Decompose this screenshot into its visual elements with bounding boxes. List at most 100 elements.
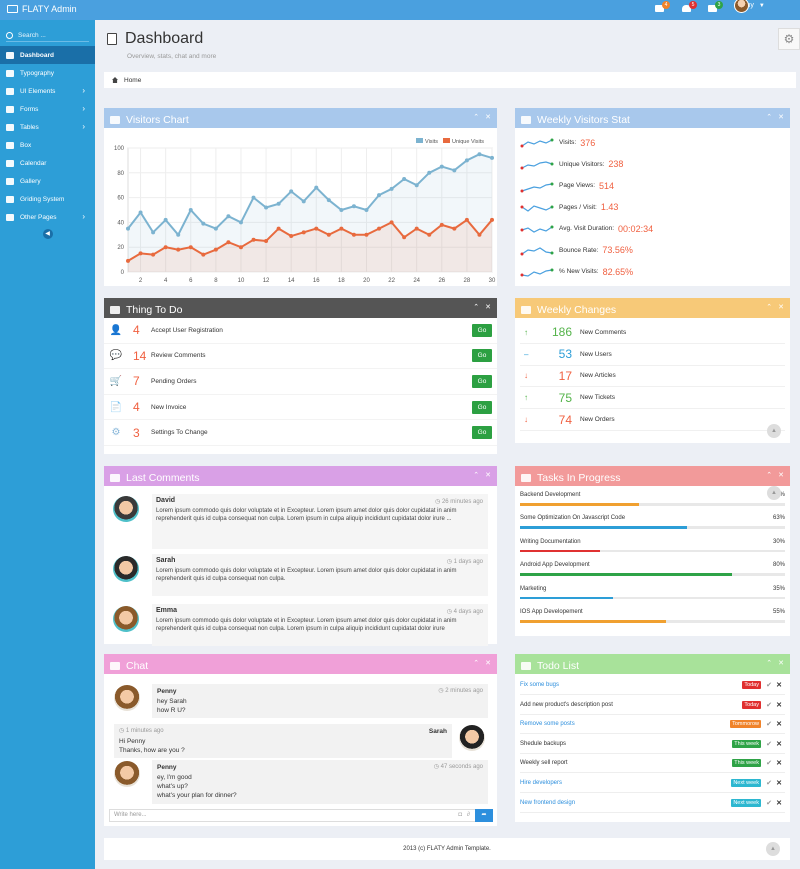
data-point[interactable] <box>364 232 369 237</box>
check-icon[interactable]: ✔ <box>766 721 772 729</box>
check-icon[interactable]: ✔ <box>766 682 772 689</box>
data-point[interactable] <box>276 201 281 206</box>
data-point[interactable] <box>351 204 356 209</box>
brand[interactable]: FLATY Admin <box>7 4 77 14</box>
settings-gear-button[interactable]: ⚙ <box>778 28 800 50</box>
data-point[interactable] <box>402 177 407 181</box>
data-point[interactable] <box>377 226 382 231</box>
close-icon[interactable]: ✕ <box>778 304 784 311</box>
todo-text[interactable]: Hire developers <box>520 780 563 786</box>
data-point[interactable] <box>264 205 269 210</box>
close-icon[interactable]: ✕ <box>778 472 784 479</box>
collapse-icon[interactable]: ⌃ <box>473 660 480 667</box>
go-button[interactable]: Go <box>472 374 492 388</box>
sidebar-item-forms[interactable]: Forms › <box>0 100 95 118</box>
close-icon[interactable]: ✕ <box>778 114 784 121</box>
data-point[interactable] <box>126 226 130 231</box>
camera-icon[interactable]: ◘ <box>458 812 462 818</box>
alerts-notification[interactable]: 5 <box>682 1 699 12</box>
data-point[interactable] <box>389 220 394 225</box>
data-point[interactable] <box>364 208 369 212</box>
collapse-icon[interactable]: ⌃ <box>473 114 480 121</box>
delete-icon[interactable]: ✕ <box>776 682 782 689</box>
data-point[interactable] <box>326 198 331 203</box>
data-point[interactable] <box>289 234 294 239</box>
inbox-notification[interactable]: 3 <box>708 1 725 12</box>
todo-text[interactable]: Remove some posts <box>520 721 575 728</box>
data-point[interactable] <box>163 217 168 222</box>
data-point[interactable] <box>213 247 218 252</box>
sidebar-item-gallery[interactable]: Gallery <box>0 172 95 190</box>
comment-author[interactable]: Sarah <box>156 557 176 564</box>
data-point[interactable] <box>138 210 143 215</box>
data-point[interactable] <box>276 226 281 231</box>
data-point[interactable] <box>490 217 494 222</box>
sidebar-item-tables[interactable]: Tables › <box>0 118 95 136</box>
breadcrumb-home[interactable]: Home <box>124 76 142 84</box>
data-point[interactable] <box>201 252 206 257</box>
data-point[interactable] <box>301 199 306 204</box>
sidebar-item-ui-elements[interactable]: UI Elements › <box>0 82 95 100</box>
sidebar-item-dashboard[interactable]: Dashboard <box>0 46 95 64</box>
data-point[interactable] <box>351 232 356 237</box>
data-point[interactable] <box>439 222 444 227</box>
delete-icon[interactable]: ✕ <box>776 780 782 787</box>
data-point[interactable] <box>188 208 193 212</box>
data-point[interactable] <box>226 240 231 245</box>
data-point[interactable] <box>213 226 218 231</box>
go-button[interactable]: Go <box>472 426 492 440</box>
check-icon[interactable]: ✔ <box>766 760 772 768</box>
data-point[interactable] <box>264 239 269 243</box>
data-point[interactable] <box>251 237 256 242</box>
sidebar-item-other-pages[interactable]: Other Pages › <box>0 208 95 226</box>
data-point[interactable] <box>477 232 482 237</box>
data-point[interactable] <box>138 251 143 256</box>
collapse-icon[interactable]: ⌃ <box>473 304 480 311</box>
go-button[interactable]: Go <box>472 349 492 363</box>
paperclip-icon[interactable]: ∂ <box>467 812 470 818</box>
send-button[interactable]: ➦ <box>475 809 493 822</box>
data-point[interactable] <box>339 226 344 231</box>
data-point[interactable] <box>464 217 469 222</box>
collapse-sidebar-button[interactable]: ◀ <box>42 229 53 239</box>
data-point[interactable] <box>452 226 457 231</box>
data-point[interactable] <box>452 168 457 173</box>
sidebar-item-griding-system[interactable]: Griding System <box>0 190 95 208</box>
data-point[interactable] <box>339 208 344 212</box>
check-icon[interactable]: ✔ <box>766 799 772 807</box>
data-point[interactable] <box>176 247 181 252</box>
sidebar-item-box[interactable]: Box <box>0 136 95 154</box>
delete-icon[interactable]: ✕ <box>776 740 782 748</box>
data-point[interactable] <box>314 226 319 231</box>
close-icon[interactable]: ✕ <box>485 304 491 311</box>
close-icon[interactable]: ✕ <box>485 114 491 121</box>
delete-icon[interactable]: ✕ <box>776 799 782 807</box>
close-icon[interactable]: ✕ <box>485 660 491 667</box>
sidebar-item-typography[interactable]: Typography <box>0 64 95 82</box>
data-point[interactable] <box>176 232 181 237</box>
data-point[interactable] <box>389 186 394 191</box>
comment-author[interactable]: David <box>156 497 176 504</box>
data-point[interactable] <box>490 155 494 160</box>
todo-text[interactable]: Fix some bugs <box>520 682 560 688</box>
scroll-top-button[interactable]: ▲ <box>766 842 780 856</box>
collapse-icon[interactable]: ⌃ <box>766 304 773 311</box>
messages-notification[interactable]: 4 <box>655 1 672 12</box>
sidebar-search[interactable]: Search ... <box>6 29 89 42</box>
data-point[interactable] <box>414 226 419 231</box>
go-button[interactable]: Go <box>472 323 492 337</box>
data-point[interactable] <box>414 183 419 188</box>
data-point[interactable] <box>427 170 432 175</box>
data-point[interactable] <box>314 185 319 190</box>
data-point[interactable] <box>251 195 256 200</box>
scroll-top-button[interactable]: ▲ <box>767 424 781 438</box>
delete-icon[interactable]: ✕ <box>776 721 782 729</box>
delete-icon[interactable]: ✕ <box>776 760 782 768</box>
data-point[interactable] <box>188 245 193 250</box>
check-icon[interactable]: ✔ <box>766 701 772 709</box>
collapse-icon[interactable]: ⌃ <box>766 114 773 121</box>
check-icon[interactable]: ✔ <box>766 780 772 787</box>
data-point[interactable] <box>151 252 156 257</box>
sidebar-item-calendar[interactable]: Calendar <box>0 154 95 172</box>
data-point[interactable] <box>238 220 243 225</box>
